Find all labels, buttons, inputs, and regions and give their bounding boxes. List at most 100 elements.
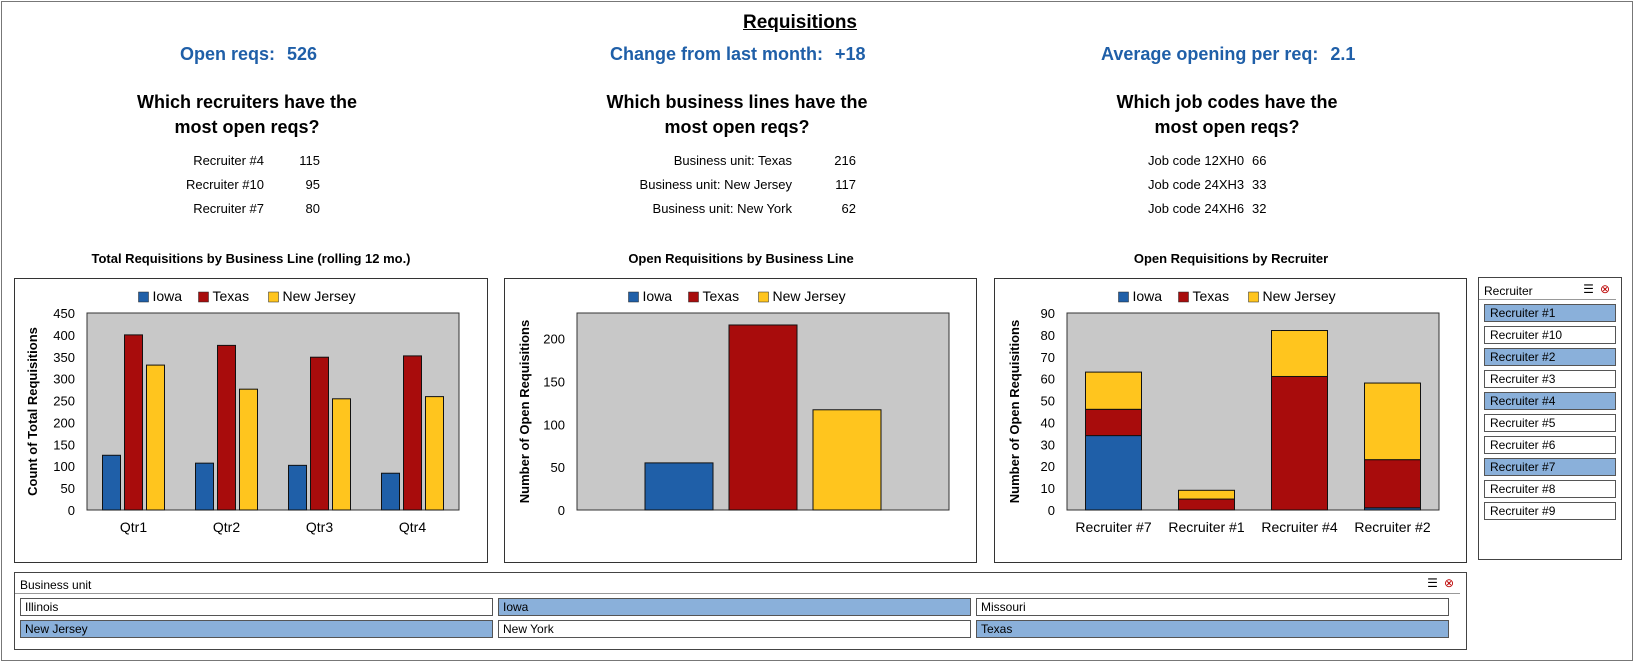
slicer-title: Recruiter [1484,284,1533,298]
bar [332,398,351,511]
item-value: 66 [1252,152,1267,168]
y-tick-label: 20 [1041,459,1055,474]
kpi-value: 2.1 [1330,44,1356,64]
y-tick-label: 400 [53,328,75,343]
item-label: Business unit: Texas [673,152,792,168]
legend-swatch [1178,291,1189,303]
multi-select-icon[interactable]: ☰ [1583,282,1600,296]
business-unit-slicer-item[interactable]: Iowa [498,598,971,616]
slicer-header: Business unit ☰⊗ [15,573,1460,594]
legend-label: New Jersey [773,288,846,304]
chart-title: Total Requisitions by Business Line (rol… [91,251,411,266]
y-tick-label: 150 [543,375,565,390]
legend-swatch [268,291,279,303]
kpi-label: Average opening per req: [1101,44,1319,64]
top-recruiters-list: Recruiter #4 115 Recruiter #10 95 Recruite… [160,148,320,220]
recruiter-slicer-item[interactable]: Recruiter #2 [1484,348,1616,366]
bar [1178,489,1235,500]
legend-label: New Jersey [1263,288,1336,304]
y-axis-label: Count of Total Requisitions [25,327,40,496]
recruiter-slicer: Recruiter ☰⊗ Recruiter #1 Recruiter #10 Re… [1478,277,1622,560]
list-item: Business unit: New Jersey 117 [600,172,856,196]
page-title: Requisitions [742,12,857,33]
item-value: 216 [834,152,856,168]
legend-swatch [1118,291,1129,303]
recruiter-slicer-item[interactable]: Recruiter #7 [1484,458,1616,476]
bar [1085,435,1142,511]
question-line: most open reqs? [174,117,320,137]
kpi-value: 526 [287,44,318,64]
bar [217,344,236,511]
bar [1271,330,1328,377]
x-tick-label: Qtr1 [120,519,147,535]
recruiter-slicer-item[interactable]: Recruiter #1 [1484,304,1616,322]
item-value: 62 [841,200,856,216]
item-label: Business unit: New Jersey [639,176,792,192]
y-tick-label: 70 [1041,350,1055,365]
item-value: 33 [1252,176,1267,192]
bar [239,388,258,511]
clear-filter-icon[interactable]: ⊗ [1599,282,1616,296]
list-item: Recruiter #7 80 [160,196,320,220]
list-item: Job code 12XH0 66 [1148,148,1288,172]
y-tick-label: 0 [558,503,565,518]
question-line: most open reqs? [1154,117,1300,137]
x-tick-label: Qtr3 [306,519,333,535]
recruiter-slicer-item[interactable]: Recruiter #10 [1484,326,1616,344]
recruiter-slicer-item[interactable]: Recruiter #5 [1484,414,1616,432]
business-unit-slicer-item[interactable]: Texas [976,620,1449,638]
slicer-header: Recruiter ☰⊗ [1479,278,1616,300]
item-value: 80 [305,200,320,216]
item-value: 117 [835,176,856,192]
x-tick-label: Qtr4 [399,519,426,535]
legend-swatch [138,291,149,303]
y-tick-label: 200 [53,415,75,430]
recruiter-slicer-item[interactable]: Recruiter #9 [1484,502,1616,520]
slicer-title: Business unit [20,578,92,592]
item-value: 115 [299,152,320,168]
bar [728,324,798,511]
y-tick-label: 50 [1041,394,1055,409]
legend-swatch [758,291,769,303]
list-item: Recruiter #10 95 [160,172,320,196]
y-tick-label: 60 [1041,372,1055,387]
x-tick-label: Recruiter #2 [1354,519,1430,535]
legend-label: Iowa [1133,288,1163,304]
business-unit-slicer-item[interactable]: New York [498,620,971,638]
recruiter-slicer-item[interactable]: Recruiter #8 [1484,480,1616,498]
bar [288,464,307,511]
bar [1085,408,1142,437]
y-tick-label: 100 [53,459,75,474]
bar [1085,371,1142,410]
kpi-open-reqs: Open reqs: 526 [180,44,317,65]
item-label: Job code 24XH3 [1148,176,1245,192]
y-axis-label: Number of Open Requisitions [1007,320,1022,503]
recruiter-slicer-item[interactable]: Recruiter #4 [1484,392,1616,410]
multi-select-icon[interactable]: ☰ [1427,576,1444,590]
clear-filter-icon[interactable]: ⊗ [1443,576,1460,590]
y-tick-label: 40 [1041,415,1055,430]
list-item: Business unit: Texas 216 [600,148,856,172]
business-unit-slicer-item[interactable]: Illinois [20,598,493,616]
chart-title: Open Requisitions by Business Line [628,251,854,266]
recruiter-slicer-item[interactable]: Recruiter #3 [1484,370,1616,388]
y-tick-label: 250 [53,394,75,409]
legend-swatch [688,291,699,303]
item-value: 95 [305,176,320,192]
y-tick-label: 0 [68,503,75,518]
item-label: Job code 24XH6 [1148,200,1245,216]
top-business-lines-list: Business unit: Texas 216 Business unit: N… [600,148,856,220]
business-unit-slicer-item[interactable]: New Jersey [20,620,493,638]
bar [102,454,121,511]
list-item: Job code 24XH6 32 [1148,196,1288,220]
legend-label: Texas [213,288,250,304]
chart-title: Open Requisitions by Recruiter [1133,251,1329,266]
y-tick-label: 90 [1041,306,1055,321]
bar [644,462,714,511]
recruiter-slicer-item[interactable]: Recruiter #6 [1484,436,1616,454]
y-tick-label: 80 [1041,328,1055,343]
legend-label: Texas [703,288,740,304]
y-axis-label: Number of Open Requisitions [517,320,532,503]
legend-label: New Jersey [283,288,356,304]
business-unit-slicer-item[interactable]: Missouri [976,598,1449,616]
